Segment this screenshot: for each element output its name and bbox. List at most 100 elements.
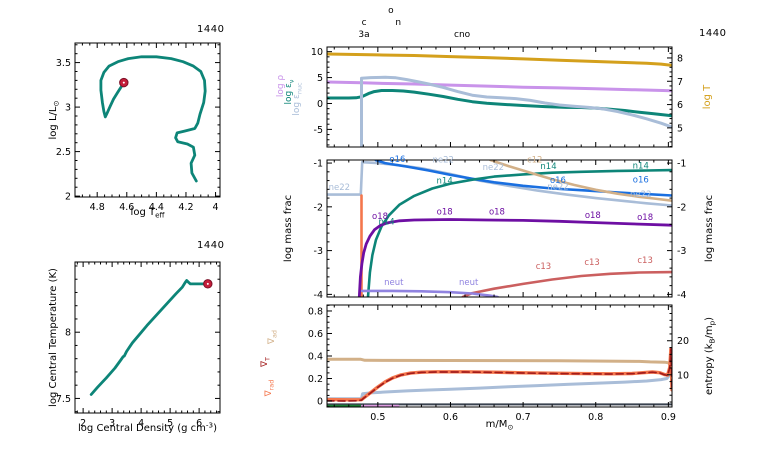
y-tick-label: 8 [65, 328, 71, 339]
curve-label-ne22: ne22 [329, 183, 350, 193]
series-o16 [374, 160, 672, 197]
model-number-label: 1440 [197, 240, 225, 251]
x-tick-label: 3 [109, 418, 115, 429]
series-evolution-track [99, 55, 207, 183]
curve-label-c13: c13 [637, 256, 653, 266]
curve-label-o18: o18 [585, 211, 601, 221]
y-tick-label: -5 [314, 125, 323, 136]
right-tick-label: -2 [677, 202, 686, 213]
ticks-hr [74, 43, 220, 197]
right-tick-label: 10 [677, 370, 689, 381]
y-axis-label: log εν [284, 79, 296, 104]
y-axis-label: log εnuc [292, 82, 304, 116]
y-tick-label: 0.6 [308, 329, 323, 340]
x-tick-label: 0.9 [661, 412, 676, 423]
curve-label-c13: c13 [584, 258, 600, 268]
series-central-track [89, 279, 210, 396]
series-grad-ad [327, 357, 672, 369]
chart-hr: 4.8 4.6 4.4 4.2 4 2 2.5 3 3.5 log Teff log L/L⊙ [48, 42, 221, 220]
curve-label-neut: neut [384, 278, 404, 288]
chart-tr: 2 3 4 5 6 7.5 8 log Central Density (g cm-3) log… [48, 261, 221, 434]
ticks-pa [327, 47, 672, 148]
y-axis-label: ∇rad [264, 380, 276, 398]
x-tick-label: 4.6 [119, 202, 134, 213]
series-entropy [327, 373, 672, 401]
curve-label-n14: n14 [378, 217, 394, 227]
axis-box-pa [326, 46, 673, 148]
x-tick-label: 2 [80, 418, 86, 429]
y-axis-label: log mass frac [283, 195, 294, 262]
curve-label-o16: o16 [550, 176, 566, 186]
y-tick-label: -4 [314, 290, 323, 301]
series-c12 [489, 160, 672, 202]
series-c13 [461, 270, 672, 297]
curve-label-ne22: ne22 [432, 156, 453, 166]
ticks-tr [75, 262, 220, 413]
x-tick-label: 0.6 [443, 412, 458, 423]
burn-zone-label-n: n [395, 18, 401, 28]
x-tick-label: 4 [213, 202, 219, 213]
current-model-marker [119, 77, 129, 88]
series-grad-T [327, 348, 672, 402]
curve-label-o18: o18 [372, 212, 388, 222]
x-axis-label: log Central Density (g cm-3) [78, 421, 217, 434]
curve-label-o18: o18 [637, 213, 653, 223]
burn-zone-label-c: c [362, 18, 367, 28]
x-tick-label: 0.5 [370, 412, 385, 423]
right-tick-label: -4 [677, 290, 686, 301]
x-axis-label: m/M⊙ [486, 419, 514, 432]
right-axis-label: log T [702, 84, 713, 109]
curve-label-ne22: ne22 [630, 190, 651, 200]
y-tick-label: -3 [314, 246, 323, 257]
series-group-pb [327, 160, 672, 297]
right-axis-label: log mass frac [704, 195, 715, 262]
series-group-hr [99, 55, 207, 183]
curve-label-c12: c12 [527, 156, 543, 166]
y-tick-label: 5 [317, 73, 323, 84]
y-tick-label: -2 [314, 202, 323, 213]
x-tick-label: 4.4 [149, 202, 164, 213]
model-number-label: 1440 [699, 28, 727, 39]
series-log-T [327, 52, 672, 67]
y-tick-label: -1 [314, 159, 323, 170]
y-tick-label: 0 [317, 397, 323, 408]
right-axis-label: entropy (kB/mp) [704, 317, 717, 395]
x-axis-label: log Teff [131, 207, 166, 220]
x-tick-label: 0.7 [516, 412, 531, 423]
y-axis-label: ∇ad [267, 330, 279, 345]
right-tick-label: -3 [677, 246, 686, 257]
y-tick-label: 7.5 [56, 394, 71, 405]
ticks-pc [327, 304, 672, 408]
curve-label-ne22: ne22 [547, 182, 568, 192]
x-tick-label: 4.8 [90, 202, 105, 213]
right-tick-label: 8 [677, 53, 683, 64]
curve-label-c13: c13 [536, 262, 552, 272]
right-tick-label: -1 [677, 159, 686, 170]
right-tick-label: 7 [677, 77, 683, 88]
y-tick-label: 3 [65, 103, 71, 114]
ticks-pb [327, 160, 672, 297]
model-number-label: 1440 [197, 24, 225, 35]
x-tick-label: 4.2 [178, 202, 193, 213]
burn-zone-label-3a: 3a [358, 30, 369, 40]
y-tick-label: 0.2 [308, 374, 323, 385]
y-tick-label: 10 [311, 47, 323, 58]
y-axis-label: log L/L⊙ [48, 101, 61, 140]
curve-label-o18: o18 [437, 208, 453, 218]
x-tick-label: 0.8 [588, 412, 603, 423]
right-tick-label: 5 [677, 123, 683, 134]
series-log-rho [327, 80, 672, 93]
y-axis-label: log ρ [276, 75, 286, 98]
curve-label-n14: n14 [540, 162, 556, 172]
x-tick-label: 6 [196, 418, 202, 429]
series-group-pa [327, 52, 672, 147]
series-group-tr [89, 279, 210, 396]
x-tick-label: 5 [167, 418, 173, 429]
series-group-pc [327, 347, 672, 407]
y-axis-label: ∇T [260, 357, 272, 368]
axis-box-pb [326, 159, 673, 298]
series-o18 [357, 218, 672, 297]
